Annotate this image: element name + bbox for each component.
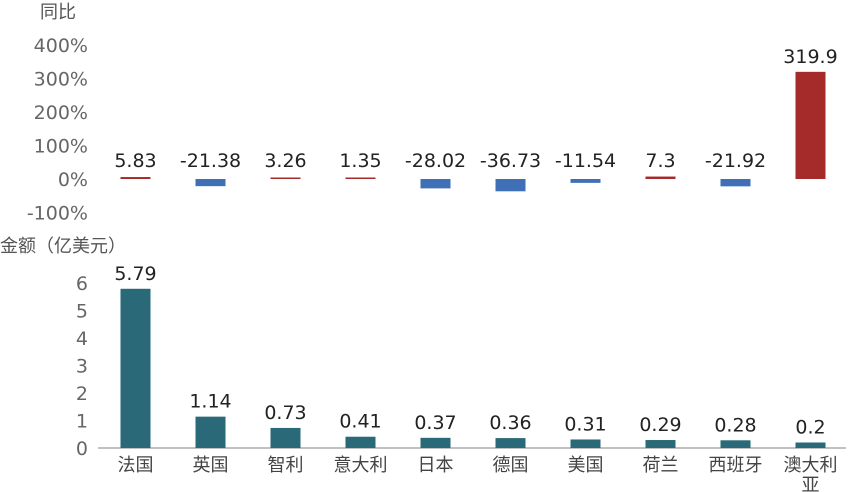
bottom-bar xyxy=(345,436,376,448)
bottom-y-tick-label: 5 xyxy=(76,301,88,323)
bottom-bar xyxy=(420,437,451,448)
top-data-label: 5.83 xyxy=(114,150,156,172)
top-bar xyxy=(795,71,826,179)
top-bar xyxy=(495,179,526,192)
bottom-data-label: 0.29 xyxy=(639,414,681,436)
category-label: 日本 xyxy=(418,455,454,476)
top-bar xyxy=(195,179,226,187)
bottom-data-label: 0.37 xyxy=(414,412,456,434)
bottom-bar xyxy=(495,438,526,448)
category-label: 法国 xyxy=(118,455,154,476)
top-data-label: -36.73 xyxy=(480,150,541,172)
category-label: 美国 xyxy=(568,455,604,476)
bottom-data-label: 1.14 xyxy=(189,391,231,413)
bottom-bar xyxy=(195,416,226,448)
bottom-y-axis: 0 1 2 3 4 5 6 xyxy=(76,273,88,460)
top-y-tick-label: 200% xyxy=(34,102,88,124)
category-label: 德国 xyxy=(493,455,529,476)
bottom-y-tick-label: 1 xyxy=(76,411,88,433)
bottom-data-label: 0.31 xyxy=(564,413,606,435)
bottom-data-label: 5.79 xyxy=(114,263,156,285)
top-y-tick-label: 400% xyxy=(34,35,88,57)
top-data-label: 319.9 xyxy=(783,46,837,68)
bottom-y-tick-label: 3 xyxy=(76,356,88,378)
top-bar xyxy=(345,177,376,179)
bottom-bar xyxy=(720,440,751,448)
top-bar xyxy=(420,179,451,189)
top-bars xyxy=(120,71,826,192)
bottom-data-label: 0.28 xyxy=(714,414,756,436)
top-data-label: -21.92 xyxy=(705,150,766,172)
category-label: 西班牙 xyxy=(709,455,763,476)
bottom-data-label: 0.73 xyxy=(264,402,306,424)
bottom-bar xyxy=(120,288,151,448)
top-y-tick-label: 100% xyxy=(34,136,88,158)
bottom-bar xyxy=(570,439,601,448)
category-label: 澳大利亚 xyxy=(784,455,838,492)
bottom-data-label: 0.41 xyxy=(339,411,381,433)
top-y-tick-label: 0% xyxy=(58,169,88,191)
bottom-data-label: 0.2 xyxy=(795,417,825,439)
top-bar xyxy=(270,177,301,179)
bottom-chart-title: 金额（亿美元） xyxy=(0,236,126,257)
category-label: 英国 xyxy=(193,455,229,476)
top-bar xyxy=(570,179,601,183)
bottom-bars xyxy=(120,288,826,448)
bottom-data-labels: 5.79 1.14 0.73 0.41 0.37 0.36 0.31 0.29 0.28 0.2 xyxy=(114,263,825,439)
bottom-y-tick-label: 6 xyxy=(76,273,88,295)
top-data-label: -28.02 xyxy=(405,150,466,172)
top-y-axis: 400% 300% 200% 100% 0% -100% xyxy=(27,35,88,225)
bottom-bar xyxy=(270,427,301,448)
top-bar xyxy=(720,179,751,187)
bottom-y-tick-label: 4 xyxy=(76,328,88,350)
category-label: 意大利 xyxy=(334,455,388,476)
top-bar xyxy=(120,177,151,179)
top-data-label: 3.26 xyxy=(264,150,306,172)
top-y-tick-label: 300% xyxy=(34,69,88,91)
top-data-label: 1.35 xyxy=(339,150,381,172)
top-bar xyxy=(645,176,676,179)
bottom-data-label: 0.36 xyxy=(489,412,531,434)
top-data-label: -21.38 xyxy=(180,150,241,172)
top-y-tick-label: -100% xyxy=(27,203,88,225)
bottom-y-tick-label: 0 xyxy=(76,438,88,460)
top-data-label: -11.54 xyxy=(555,150,616,172)
top-chart-title: 同比 xyxy=(40,2,76,23)
category-label: 荷兰 xyxy=(643,455,679,476)
bottom-bar xyxy=(645,440,676,448)
category-label: 智利 xyxy=(268,455,304,476)
top-data-label: 7.3 xyxy=(645,150,675,172)
category-axis: 法国 英国 智利 意大利 日本 德国 美国 荷兰 西班牙 澳大利亚 xyxy=(118,455,838,492)
bottom-y-tick-label: 2 xyxy=(76,383,88,405)
bottom-bar xyxy=(795,442,826,448)
top-data-labels: 5.83 -21.38 3.26 1.35 -28.02 -36.73 -11.54 7.3 -… xyxy=(114,46,837,172)
